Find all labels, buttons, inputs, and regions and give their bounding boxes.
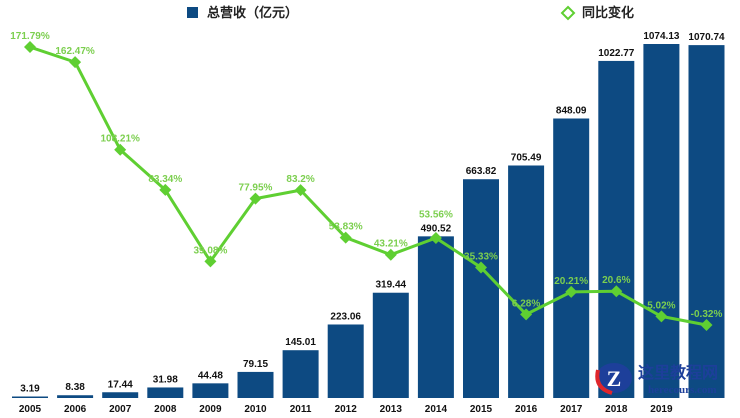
growth-value-label: 6.28%: [512, 298, 540, 309]
x-tick-label: 2019: [650, 404, 673, 415]
growth-point-6: [294, 184, 307, 197]
bar-value-label: 705.49: [511, 152, 542, 163]
bar-9: [417, 236, 454, 398]
growth-point-14: [655, 310, 668, 323]
growth-point-11: [520, 308, 533, 321]
bar-10: [463, 179, 499, 398]
bar-2: [102, 392, 139, 398]
legend-label-growth: 同比变化: [582, 5, 634, 20]
x-tick-label: 2016: [515, 404, 538, 415]
growth-value-label: 171.79%: [10, 31, 50, 42]
growth-point-13: [610, 285, 623, 298]
growth-value-label: 77.95%: [239, 183, 273, 194]
growth-point-8: [384, 248, 397, 261]
bar-value-label: 1074.13: [643, 31, 680, 42]
growth-point-0: [24, 41, 36, 54]
bar-value-label: 31.98: [153, 374, 178, 385]
bar-12: [553, 118, 590, 398]
growth-value-label: 162.47%: [55, 46, 95, 57]
x-tick-label: 2011: [290, 404, 312, 415]
legend: 总营收（亿元） 同比变化: [187, 5, 634, 21]
x-tick-label: 2005: [19, 404, 42, 415]
growth-point-4: [204, 255, 217, 268]
bar-value-label: 223.06: [330, 311, 361, 322]
growth-value-label: 83.2%: [286, 174, 314, 185]
bar-15: [688, 45, 725, 398]
growth-value-label: 43.21%: [374, 239, 408, 250]
growth-point-2: [114, 143, 127, 156]
legend-label-revenue: 总营收（亿元）: [207, 5, 298, 20]
growth-value-label: 20.6%: [602, 275, 630, 286]
bar-value-label: 319.44: [376, 280, 407, 291]
bar-3: [147, 387, 184, 398]
x-tick-label: 2018: [605, 404, 628, 415]
bar-5: [237, 371, 274, 398]
bar-value-label: 1022.77: [598, 48, 635, 59]
bar-value-label: 8.38: [65, 382, 85, 393]
bar-4: [192, 383, 229, 398]
x-tick-label: 2006: [64, 404, 87, 415]
x-tick-label: 2007: [109, 404, 132, 415]
bar-value-label: 44.48: [198, 370, 223, 381]
x-tick-label: 2010: [244, 404, 267, 415]
bar-value-label: 79.15: [243, 359, 268, 370]
bar-value-label: 490.52: [421, 223, 452, 234]
growth-point-9: [429, 232, 442, 245]
bar-value-label: 17.44: [108, 379, 133, 390]
growth-value-label: 20.21%: [554, 276, 588, 287]
bar-value-label: 3.19: [20, 384, 40, 395]
x-tick-label: 2009: [199, 404, 222, 415]
x-tick-label: 2008: [154, 404, 177, 415]
x-tick-label: 2012: [335, 404, 358, 415]
growth-point-1: [69, 56, 82, 69]
growth-point-5: [249, 192, 262, 205]
bar-0: [12, 396, 48, 398]
growth-point-15: [700, 319, 713, 332]
growth-value-label: 53.83%: [329, 222, 363, 233]
watermark-logo: Z 这里教程网 herecours.com: [595, 363, 718, 396]
growth-point-10: [475, 261, 487, 274]
bar-1: [57, 395, 94, 398]
growth-point-3: [159, 183, 172, 196]
growth-value-label: -0.32%: [691, 309, 723, 320]
bar-value-label: 848.09: [556, 105, 587, 116]
growth-value-label: 53.56%: [419, 209, 453, 220]
growth-point-12: [565, 285, 578, 298]
growth-value-label: 39.08%: [193, 245, 227, 256]
bar-value-label: 663.82: [466, 166, 497, 177]
watermark-url: herecours.com: [648, 384, 717, 396]
growth-value-label: 108.21%: [100, 134, 140, 145]
bar-11: [508, 165, 545, 398]
bar-7: [327, 324, 364, 398]
growth-point-7: [339, 231, 352, 244]
bar-13: [598, 60, 635, 398]
growth-value-label: 35.33%: [464, 251, 498, 262]
bar-14: [643, 44, 680, 398]
bar-value-label: 145.01: [285, 337, 316, 348]
growth-value-label: 83.34%: [148, 174, 182, 185]
x-tick-label: 2013: [380, 404, 403, 415]
watermark-title: 这里教程网: [638, 363, 718, 382]
x-tick-label: 2014: [425, 404, 448, 415]
svg-text:Z: Z: [607, 366, 622, 391]
growth-line: [29, 45, 707, 327]
legend-swatch-revenue: [187, 7, 198, 18]
bar-value-label: 1070.74: [688, 32, 725, 43]
x-tick-label: 2017: [560, 404, 583, 415]
bar-6: [282, 350, 319, 398]
legend-swatch-growth: [560, 5, 576, 21]
x-tick-label: 2015: [470, 404, 493, 415]
bar-8: [372, 292, 409, 398]
growth-value-label: 5.02%: [647, 300, 675, 311]
